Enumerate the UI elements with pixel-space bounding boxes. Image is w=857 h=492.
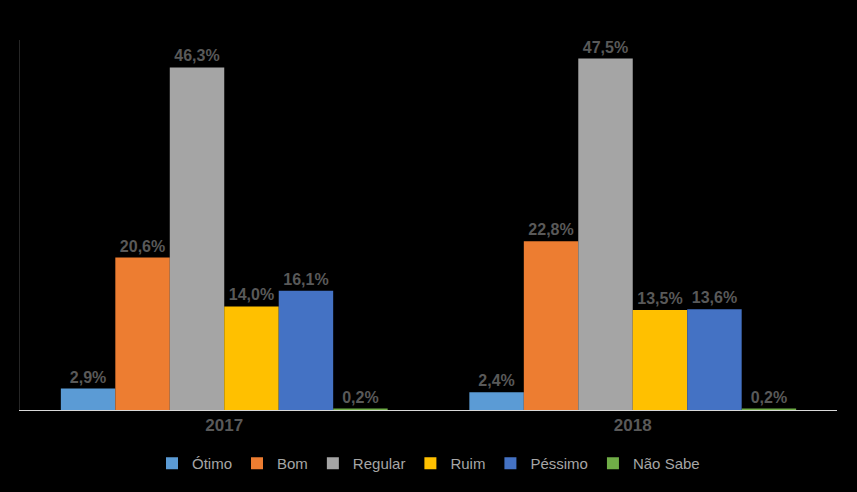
svg-text:47,5%: 47,5% (583, 39, 628, 56)
svg-text:13,6%: 13,6% (692, 289, 737, 306)
svg-text:2017: 2017 (205, 416, 243, 435)
svg-text:2018: 2018 (614, 416, 652, 435)
svg-text:2,4%: 2,4% (478, 372, 514, 389)
svg-text:Ótimo: Ótimo (192, 455, 232, 472)
svg-text:Não Sabe: Não Sabe (633, 455, 700, 472)
svg-text:Péssimo: Péssimo (530, 455, 588, 472)
svg-text:0,2%: 0,2% (342, 389, 378, 406)
svg-text:13,5%: 13,5% (637, 290, 682, 307)
svg-text:0,2%: 0,2% (751, 389, 787, 406)
svg-text:46,3%: 46,3% (174, 47, 219, 64)
svg-text:Regular: Regular (353, 455, 406, 472)
svg-text:Ruim: Ruim (450, 455, 485, 472)
svg-text:2,9%: 2,9% (70, 369, 106, 386)
svg-text:16,1%: 16,1% (283, 271, 328, 288)
svg-text:Bom: Bom (277, 455, 308, 472)
svg-text:22,8%: 22,8% (528, 221, 573, 238)
svg-text:20,6%: 20,6% (120, 238, 165, 255)
svg-text:14,0%: 14,0% (229, 286, 274, 303)
